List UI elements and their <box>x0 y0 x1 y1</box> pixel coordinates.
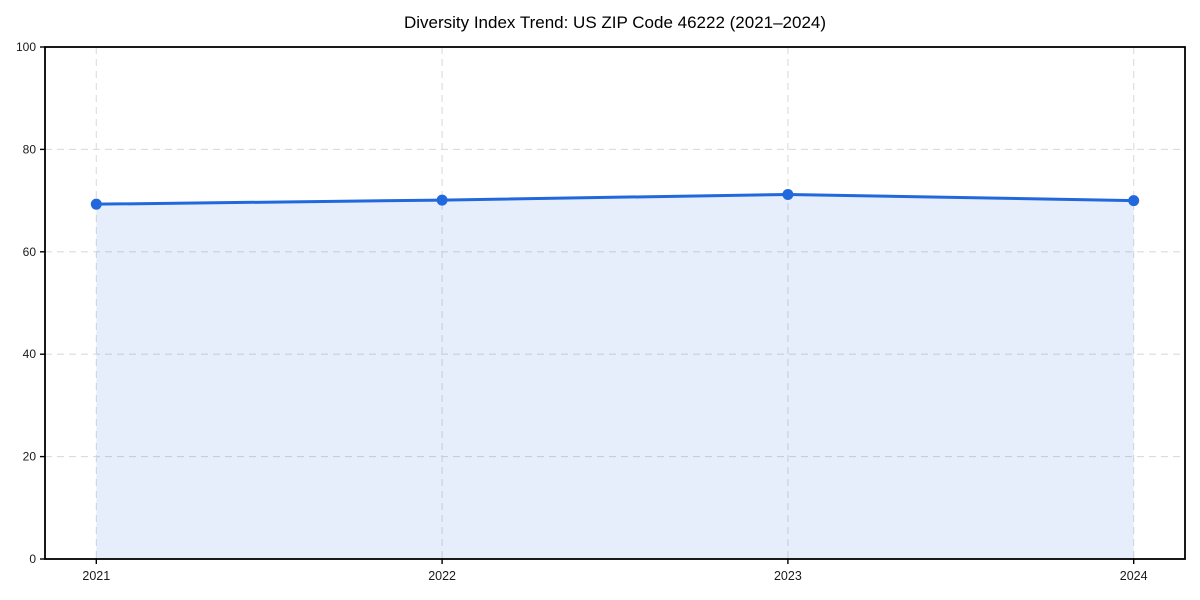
y-tick-label: 40 <box>23 347 37 361</box>
y-tick-label: 0 <box>29 552 36 566</box>
area-fill <box>96 194 1134 559</box>
data-point-marker <box>1128 195 1140 207</box>
x-tick-label: 2024 <box>1120 569 1148 583</box>
x-tick-label: 2021 <box>82 569 110 583</box>
y-tick-label: 100 <box>16 40 36 54</box>
y-tick-label: 20 <box>23 450 37 464</box>
x-tick-label: 2023 <box>774 569 802 583</box>
y-tick-label: 80 <box>23 142 37 156</box>
x-tick-label: 2022 <box>428 569 456 583</box>
y-tick-label: 60 <box>23 245 37 259</box>
plot-border <box>44 46 1186 560</box>
chart-title: Diversity Index Trend: US ZIP Code 46222… <box>403 13 827 32</box>
trend-line <box>94 192 1136 206</box>
data-point-marker <box>436 194 448 206</box>
data-point-marker <box>782 188 794 200</box>
data-point-marker <box>90 198 102 210</box>
